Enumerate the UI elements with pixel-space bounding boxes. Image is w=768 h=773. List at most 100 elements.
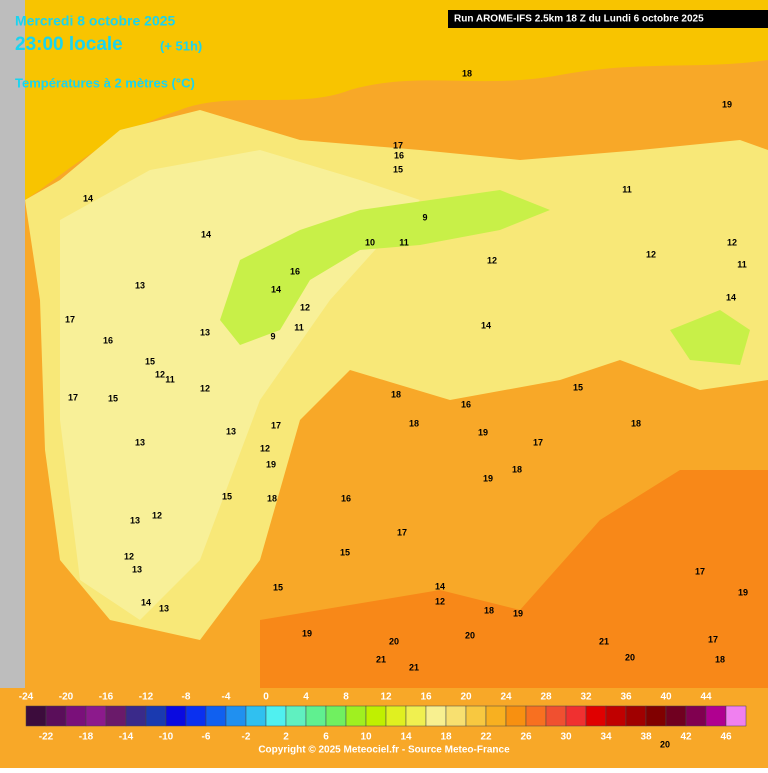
legend-swatch bbox=[45, 705, 67, 727]
legend-label: 18 bbox=[440, 732, 452, 743]
contour-label: 19 bbox=[302, 628, 312, 638]
contour-label: 13 bbox=[135, 437, 145, 447]
legend-swatch bbox=[125, 705, 147, 727]
copyright: Copyright © 2025 Meteociel.fr - Source M… bbox=[258, 745, 510, 756]
legend-swatch bbox=[205, 705, 227, 727]
contour-label: 15 bbox=[573, 382, 583, 392]
legend-label: 20 bbox=[460, 692, 472, 703]
legend-swatch bbox=[525, 705, 547, 727]
legend-swatch bbox=[545, 705, 567, 727]
contour-label: 10 bbox=[365, 237, 375, 247]
contour-label: 14 bbox=[271, 284, 281, 294]
contour-label: 15 bbox=[340, 547, 350, 557]
contour-label: 19 bbox=[478, 427, 488, 437]
contour-label: 13 bbox=[200, 327, 210, 337]
legend-label: 2 bbox=[283, 732, 289, 743]
legend-swatch bbox=[665, 705, 687, 727]
contour-label: 18 bbox=[631, 418, 641, 428]
contour-label: 17 bbox=[533, 437, 543, 447]
contour-label: 21 bbox=[409, 662, 419, 672]
legend-swatch bbox=[585, 705, 607, 727]
legend-label: 38 bbox=[640, 732, 652, 743]
contour-label: 17 bbox=[695, 566, 705, 576]
contour-label: 16 bbox=[341, 493, 351, 503]
contour-label: 18 bbox=[267, 493, 277, 503]
contour-label: 15 bbox=[273, 582, 283, 592]
legend-swatch bbox=[145, 705, 167, 727]
legend-label: 4 bbox=[303, 692, 309, 703]
date: Mercredi 8 octobre 2025 bbox=[15, 13, 176, 29]
legend-label: 34 bbox=[600, 732, 612, 743]
legend-label: 26 bbox=[520, 732, 532, 743]
legend-label: 12 bbox=[380, 692, 392, 703]
contour-label: 14 bbox=[201, 229, 211, 239]
contour-label: 21 bbox=[599, 636, 609, 646]
contour-label: 12 bbox=[155, 369, 165, 379]
contour-label: 19 bbox=[513, 608, 523, 618]
contour-label: 13 bbox=[159, 603, 169, 613]
legend-label: 0 bbox=[263, 692, 269, 703]
legend-label: 32 bbox=[580, 692, 592, 703]
lead: (+ 51h) bbox=[160, 38, 202, 53]
legend-panel bbox=[0, 688, 768, 768]
contour-label: 18 bbox=[409, 418, 419, 428]
legend-label: 36 bbox=[620, 692, 632, 703]
contour-label: 18 bbox=[715, 654, 725, 664]
legend-label: 28 bbox=[540, 692, 552, 703]
contour-label: 17 bbox=[397, 527, 407, 537]
legend-label: -20 bbox=[59, 692, 74, 703]
contour-label: 11 bbox=[622, 184, 632, 194]
contour-label: 19 bbox=[266, 459, 276, 469]
legend-swatch bbox=[465, 705, 487, 727]
legend-swatch bbox=[325, 705, 347, 727]
contour-label: 18 bbox=[484, 605, 494, 615]
contour-label: 20 bbox=[625, 652, 635, 662]
legend-swatch bbox=[505, 705, 527, 727]
contour-label: 17 bbox=[65, 314, 75, 324]
legend-swatch bbox=[85, 705, 107, 727]
contour-label: 15 bbox=[108, 393, 118, 403]
contour-label: 12 bbox=[260, 443, 270, 453]
contour-label: 13 bbox=[226, 426, 236, 436]
run-box bbox=[448, 10, 768, 28]
legend-swatch bbox=[265, 705, 287, 727]
legend-swatch bbox=[445, 705, 467, 727]
legend-swatch bbox=[65, 705, 87, 727]
legend-label: -12 bbox=[139, 692, 154, 703]
legend-label: -16 bbox=[99, 692, 114, 703]
legend-swatch bbox=[385, 705, 407, 727]
contour-label: 12 bbox=[124, 551, 134, 561]
contour-label: 16 bbox=[394, 150, 404, 160]
legend-label: 46 bbox=[720, 732, 732, 743]
legend-label: 44 bbox=[700, 692, 712, 703]
legend-swatch bbox=[565, 705, 587, 727]
contour-label: 9 bbox=[270, 331, 275, 341]
contour-label: 17 bbox=[68, 392, 78, 402]
legend-label: 10 bbox=[360, 732, 372, 743]
legend-swatch bbox=[605, 705, 627, 727]
high-ground bbox=[220, 190, 550, 345]
contour-label: 19 bbox=[738, 587, 748, 597]
legend-swatch bbox=[105, 705, 127, 727]
contour-label: 14 bbox=[435, 581, 445, 591]
time: 23:00 locale bbox=[15, 34, 123, 55]
legend-swatch bbox=[225, 705, 247, 727]
contour-label: 13 bbox=[135, 280, 145, 290]
legend-label: 6 bbox=[323, 732, 329, 743]
contour-label: 12 bbox=[435, 596, 445, 606]
contour-label: 15 bbox=[222, 491, 232, 501]
legend-label: -2 bbox=[242, 732, 251, 743]
legend-label: -18 bbox=[79, 732, 94, 743]
legend-swatch bbox=[25, 705, 47, 727]
contour-label: 11 bbox=[399, 237, 409, 247]
legend-swatch bbox=[685, 705, 707, 727]
contour-label: 11 bbox=[294, 322, 304, 332]
legend-label: -6 bbox=[202, 732, 211, 743]
contour-label: 19 bbox=[722, 99, 732, 109]
legend-label: -24 bbox=[19, 692, 34, 703]
legend-label: -8 bbox=[182, 692, 191, 703]
contour-label: 13 bbox=[132, 564, 142, 574]
contour-label: 11 bbox=[165, 374, 175, 384]
contour-label: 18 bbox=[391, 389, 401, 399]
